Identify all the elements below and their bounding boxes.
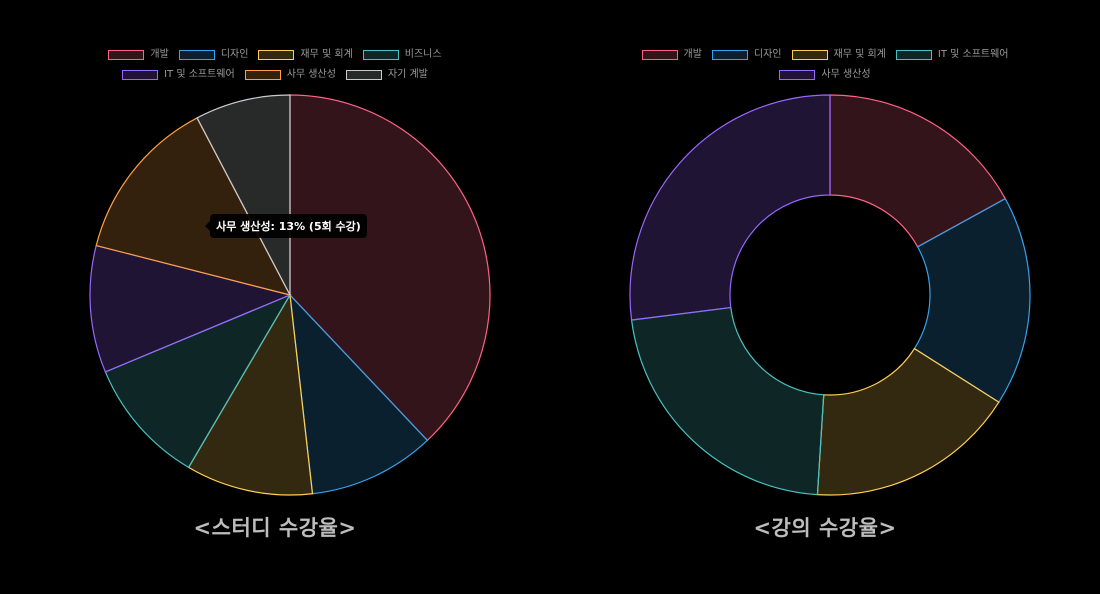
legend-label: 개발 (683, 49, 702, 60)
legend-swatch (178, 50, 215, 60)
legend-swatch (779, 70, 816, 80)
study-chart-title: <스터디 수강율> (193, 516, 357, 540)
legend-swatch (641, 50, 678, 60)
pie-slice-1[interactable] (913, 197, 1031, 403)
legend-item[interactable]: 사무 생산성 (779, 68, 871, 82)
lecture-donut-chart (629, 94, 1031, 496)
study-chart-tooltip: 사무 생산성: 13% (5회 수강) (210, 213, 367, 238)
study-pie-chart (89, 94, 491, 496)
legend-label: 재무 및 회계 (300, 49, 353, 60)
legend-swatch (791, 50, 828, 60)
legend-swatch (711, 50, 748, 60)
legend-label: 재무 및 회계 (833, 49, 886, 60)
legend-item[interactable]: 비즈니스 (362, 48, 442, 62)
legend-swatch (244, 70, 281, 80)
legend-swatch (895, 50, 932, 60)
legend-label: 디자인 (753, 49, 782, 60)
legend-item[interactable]: 디자인 (711, 48, 782, 62)
legend-label: 사무 생산성 (821, 69, 871, 80)
legend-swatch (258, 50, 295, 60)
legend-item[interactable]: 재무 및 회계 (791, 48, 886, 62)
legend-item[interactable]: IT 및 소프트웨어 (895, 48, 1009, 62)
legend-item[interactable]: 개발 (108, 48, 169, 62)
pie-slice-6[interactable] (196, 94, 291, 296)
study-chart-panel: 개발 디자인 재무 및 회계 비즈니스 IT 및 소프트웨어 사무 생산성 자기 계발 사무… (0, 0, 550, 594)
legend-swatch (122, 70, 159, 80)
legend-item[interactable]: 디자인 (178, 48, 249, 62)
legend-label: 비즈니스 (404, 49, 442, 60)
pie-slice-4[interactable] (629, 94, 831, 321)
legend-label: IT 및 소프트웨어 (164, 69, 235, 80)
legend-label: 자기 계발 (387, 69, 428, 80)
legend-swatch (108, 50, 145, 60)
legend-item[interactable]: 개발 (641, 48, 702, 62)
legend-swatch (362, 50, 399, 60)
pie-slice-3[interactable] (104, 293, 292, 469)
lecture-chart-title: <강의 수강율> (753, 516, 897, 540)
pie-slice-1[interactable] (289, 293, 429, 495)
legend-label: 사무 생산성 (286, 69, 336, 80)
legend-item[interactable]: 자기 계발 (345, 68, 428, 82)
legend-label: IT 및 소프트웨어 (937, 49, 1009, 60)
legend-item[interactable]: IT 및 소프트웨어 (122, 68, 235, 82)
legend-swatch (345, 70, 382, 80)
pie-slice-0[interactable] (829, 94, 1007, 248)
legend-item[interactable]: 재무 및 회계 (258, 48, 353, 62)
study-chart-legend: 개발 디자인 재무 및 회계 비즈니스 IT 및 소프트웨어 사무 생산성 자기 계발 (0, 48, 550, 82)
legend-label: 개발 (150, 49, 169, 60)
pie-slice-2[interactable] (816, 347, 1000, 496)
pie-slice-4[interactable] (89, 244, 292, 373)
pie-slice-3[interactable] (630, 306, 825, 496)
pie-slice-2[interactable] (187, 293, 314, 496)
pie-slice-5[interactable] (95, 117, 292, 296)
legend-item[interactable]: 사무 생산성 (244, 68, 336, 82)
legend-label: 디자인 (220, 49, 249, 60)
pie-slice-0[interactable] (289, 94, 491, 442)
